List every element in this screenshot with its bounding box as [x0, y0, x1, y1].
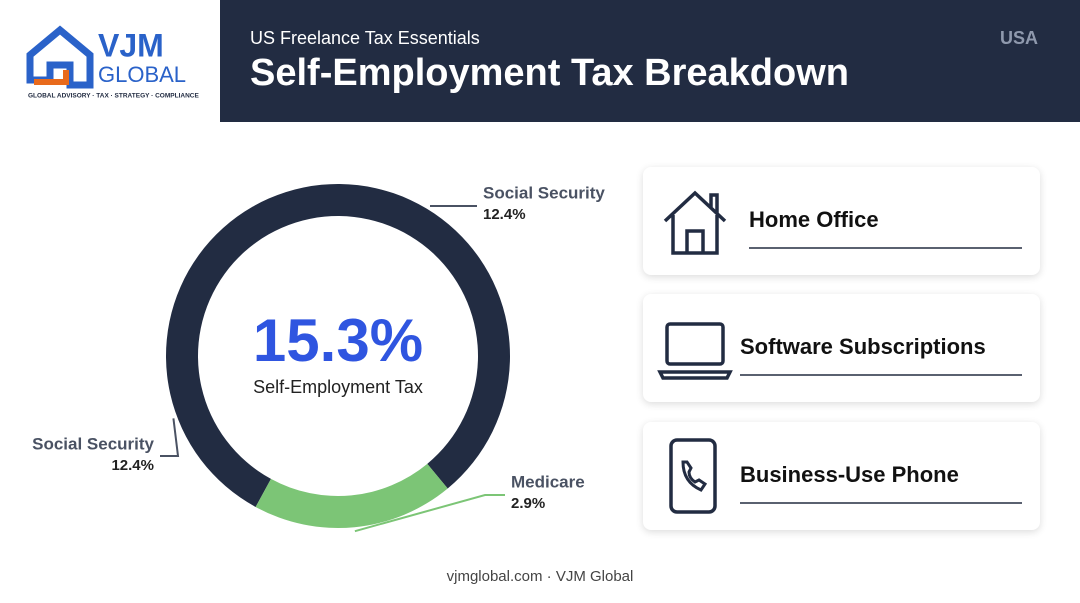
- phone-icon: [669, 438, 717, 514]
- card-label: Business-Use Phone: [740, 462, 959, 487]
- home-icon: [663, 190, 727, 255]
- footer: vjmglobal.com · VJM Global: [446, 568, 634, 585]
- card-label: Home Office: [749, 207, 879, 232]
- card: Software Subscriptions: [643, 294, 1040, 402]
- card: Home Office: [643, 167, 1040, 275]
- slice-value: 2.9%: [511, 495, 545, 512]
- logo-name: VJM: [98, 27, 164, 63]
- leader-line: [160, 418, 180, 457]
- subtitle: US Freelance Tax Essentials: [250, 28, 480, 48]
- annotation-value: 12.4%: [111, 457, 154, 474]
- slice-value: 12.4%: [483, 206, 526, 223]
- slice-label: Social Security: [483, 183, 605, 202]
- logo-tagline: GLOBAL ADVISORY · TAX · STRATEGY · COMPL…: [28, 93, 199, 100]
- header-band: [220, 0, 1080, 122]
- card: Business-Use Phone: [643, 422, 1040, 530]
- title: Self-Employment Tax Breakdown: [250, 52, 849, 94]
- laptop-icon: [657, 322, 733, 380]
- center-value: 15.3%: [253, 307, 423, 374]
- donut-slice: [255, 463, 448, 528]
- card-label: Software Subscriptions: [740, 334, 986, 359]
- country: USA: [1000, 28, 1039, 48]
- center-label: Self-Employment Tax: [253, 377, 423, 397]
- leader-line: [354, 494, 505, 533]
- donut-chart: 15.3% Self-Employment Tax Social Securit…: [32, 183, 605, 533]
- logo-sub: GLOBAL: [98, 62, 186, 87]
- annotation-label: Social Security: [32, 434, 154, 453]
- slice-label: Medicare: [511, 472, 585, 491]
- logo: VJM GLOBAL GLOBAL ADVISORY · TAX · STRAT…: [26, 25, 199, 100]
